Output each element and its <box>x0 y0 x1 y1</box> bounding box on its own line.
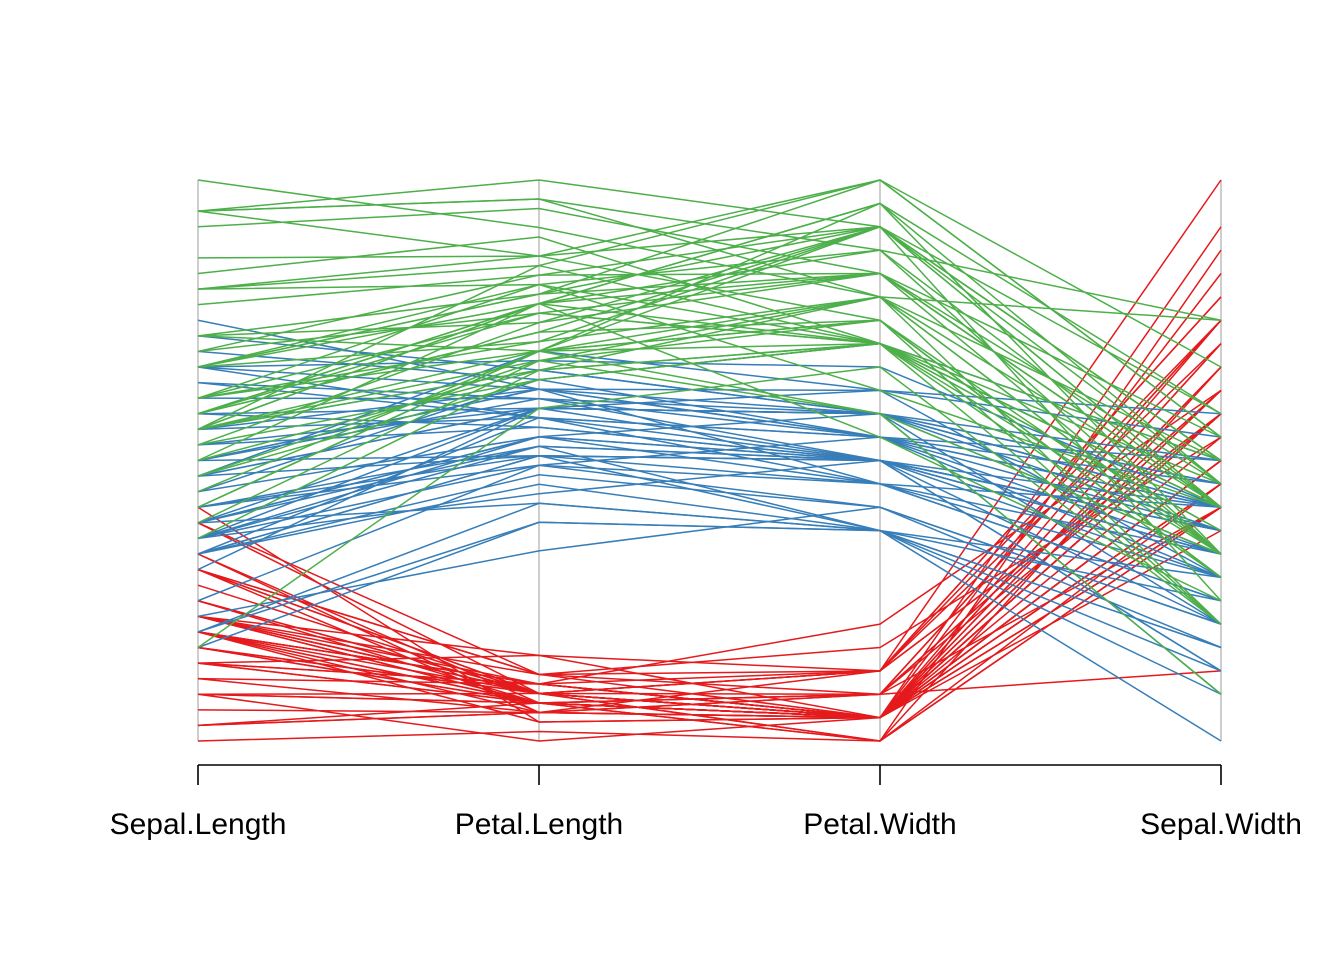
series-2-line-37 <box>197 312 1222 485</box>
series-2-line-12 <box>197 272 1222 508</box>
series-lines <box>197 179 1222 742</box>
series-2-line-45 <box>197 225 1222 508</box>
series-2-line-42 <box>197 319 1222 578</box>
series-0-line-42 <box>197 459 1222 727</box>
axis-label-petal-length: Petal.Length <box>455 808 623 841</box>
series-1-line-48 <box>197 506 1222 625</box>
series-1-line-43 <box>197 521 1222 672</box>
series-2-line-9 <box>197 179 1222 368</box>
axis-label-sepal-width: Sepal.Width <box>1140 808 1302 841</box>
series-2-line-34 <box>197 302 1222 602</box>
series-2-line-17 <box>197 198 1222 321</box>
series-1-line-32 <box>197 464 1222 579</box>
series-1-line-42 <box>197 454 1222 602</box>
axis-label-petal-width: Petal.Width <box>803 808 956 841</box>
axis-label-sepal-length: Sepal.Length <box>110 808 287 841</box>
series-1-line-49 <box>197 445 1222 555</box>
series-2-line-41 <box>197 225 1222 485</box>
series-2-line-48 <box>197 225 1222 446</box>
series-2-line-44 <box>197 179 1222 438</box>
series-2-line-47 <box>197 296 1222 508</box>
series-1-line-12 <box>197 454 1222 695</box>
series-0-line-13 <box>197 506 1222 742</box>
series-2-line-33 <box>197 350 1222 555</box>
series-1-line-30 <box>197 474 1222 649</box>
series-1-line-37 <box>197 416 1222 672</box>
series-2-line-39 <box>197 272 1222 485</box>
series-2-line-49 <box>197 342 1222 508</box>
series-2-line-19 <box>197 359 1222 695</box>
axis-labels: Sepal.Length Petal.Length Petal.Width Se… <box>110 808 1302 841</box>
series-1-line-31 <box>197 483 1222 649</box>
series-0-line-41 <box>197 670 1222 714</box>
tick-marks <box>197 765 1222 785</box>
series-2-line-46 <box>197 319 1222 625</box>
series-2-line-31 <box>197 179 1222 321</box>
series-2-line-43 <box>197 225 1222 462</box>
